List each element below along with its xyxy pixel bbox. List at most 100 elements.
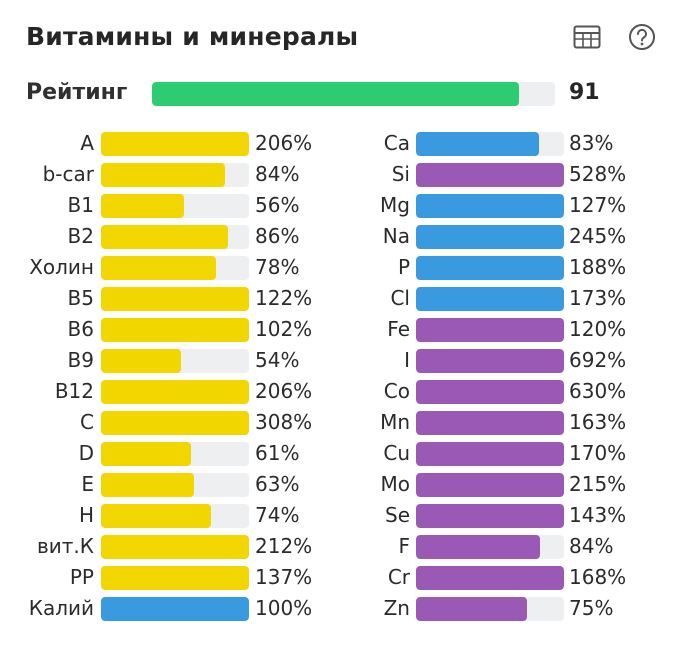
nutrient-percent: 54% (255, 348, 300, 372)
nutrient-percent: 163% (569, 410, 627, 434)
nutrient-name: Cl (390, 286, 410, 310)
nutrient-bar-fill (416, 380, 564, 404)
nutrient-row: Si 528% (318, 159, 658, 190)
nutrient-row: Калий 100% (0, 593, 340, 624)
nutrient-bar-fill (416, 566, 564, 590)
nutrient-bar-fill (101, 287, 249, 311)
nutrient-percent: 137% (255, 565, 313, 589)
nutrient-bar (416, 411, 564, 435)
nutrient-name: E (81, 472, 94, 496)
nutrient-bar (416, 535, 564, 559)
nutrient-name: B1 (67, 193, 94, 217)
nutrient-bar-fill (101, 380, 249, 404)
nutrient-name: F (398, 534, 410, 558)
nutrient-percent: 84% (255, 162, 300, 186)
nutrient-row: C 308% (0, 407, 340, 438)
nutrient-percent: 61% (255, 441, 300, 465)
nutrient-bar (416, 194, 564, 218)
nutrient-name: PP (69, 565, 94, 589)
nutrient-bar (101, 132, 249, 156)
nutrient-row: I 692% (318, 345, 658, 376)
nutrient-name: B2 (67, 224, 94, 248)
nutrient-row: B9 54% (0, 345, 340, 376)
nutrient-percent: 212% (255, 534, 313, 558)
nutrient-bar (416, 256, 564, 280)
nutrient-name: D (78, 441, 94, 465)
nutrient-percent: 127% (569, 193, 627, 217)
nutrient-name: b-car (42, 162, 94, 186)
nutrient-row: Na 245% (318, 221, 658, 252)
nutrient-bar (416, 287, 564, 311)
nutrient-percent: 78% (255, 255, 300, 279)
nutrient-name: Fe (387, 317, 410, 341)
nutrient-bar (101, 473, 249, 497)
nutrient-bar (101, 194, 249, 218)
header: Витамины и минералы (26, 18, 666, 62)
nutrient-name: Na (382, 224, 410, 248)
nutrient-percent: 173% (569, 286, 627, 310)
nutrient-row: Холин 78% (0, 252, 340, 283)
nutrient-name: C (80, 410, 94, 434)
nutrient-percent: 74% (255, 503, 300, 527)
nutrient-percent: 215% (569, 472, 627, 496)
nutrient-bar (101, 380, 249, 404)
nutrient-row: вит.К 212% (0, 531, 340, 562)
nutrient-name: Cr (387, 565, 410, 589)
nutrient-bar-fill (101, 566, 249, 590)
nutrient-name: Ca (383, 131, 410, 155)
help-circle-icon (629, 24, 655, 50)
nutrient-bar-fill (416, 473, 564, 497)
nutrient-row: B5 122% (0, 283, 340, 314)
nutrient-row: Cu 170% (318, 438, 658, 469)
nutrient-bar-fill (416, 163, 564, 187)
nutrient-percent: 206% (255, 131, 313, 155)
nutrient-bar (101, 504, 249, 528)
nutrient-bar (416, 132, 564, 156)
nutrient-bar-fill (416, 349, 564, 373)
nutrient-percent: 170% (569, 441, 627, 465)
nutrient-name: Mo (380, 472, 411, 496)
nutrient-name: B6 (67, 317, 94, 341)
nutrient-row: PP 137% (0, 562, 340, 593)
minerals-column: Ca 83% Si 528% Mg 127% Na 245% P 188% Cl 173% Fe 120%… (318, 128, 658, 624)
nutrient-bar (416, 225, 564, 249)
nutrient-name: вит.К (37, 534, 94, 558)
nutrient-name: Se (385, 503, 410, 527)
nutrient-bar (101, 225, 249, 249)
nutrient-row: Cr 168% (318, 562, 658, 593)
nutrient-percent: 168% (569, 565, 627, 589)
nutrient-percent: 86% (255, 224, 300, 248)
nutrient-bar (101, 349, 249, 373)
table-view-button[interactable] (572, 22, 602, 52)
rating-value: 91 (569, 80, 600, 105)
nutrient-row: H 74% (0, 500, 340, 531)
rating-row: Рейтинг 91 (26, 78, 666, 112)
nutrient-bar-fill (101, 318, 249, 342)
nutrient-bar-fill (416, 132, 539, 156)
nutrient-bar (101, 256, 249, 280)
nutrient-bar-fill (101, 535, 249, 559)
nutrient-name: B5 (67, 286, 94, 310)
nutrient-bar-fill (101, 349, 181, 373)
nutrient-bar-fill (101, 132, 249, 156)
rating-label: Рейтинг (26, 80, 128, 105)
nutrient-row: Mn 163% (318, 407, 658, 438)
nutrient-bar-fill (416, 256, 564, 280)
nutrient-row: Mo 215% (318, 469, 658, 500)
nutrient-name: Калий (28, 596, 94, 620)
nutrient-percent: 245% (569, 224, 627, 248)
nutrient-bar-fill (101, 194, 184, 218)
help-button[interactable] (627, 22, 657, 52)
page-title: Витамины и минералы (26, 22, 359, 51)
rating-bar-fill (152, 82, 519, 106)
table-icon (573, 25, 601, 49)
nutrient-bar (101, 287, 249, 311)
nutrient-name: Co (383, 379, 410, 403)
nutrient-percent: 308% (255, 410, 313, 434)
nutrient-bar-fill (416, 597, 527, 621)
nutrient-percent: 83% (569, 131, 614, 155)
nutrient-row: P 188% (318, 252, 658, 283)
nutrient-bar-fill (101, 225, 229, 249)
nutrient-row: Fe 120% (318, 314, 658, 345)
nutrient-bar (101, 318, 249, 342)
